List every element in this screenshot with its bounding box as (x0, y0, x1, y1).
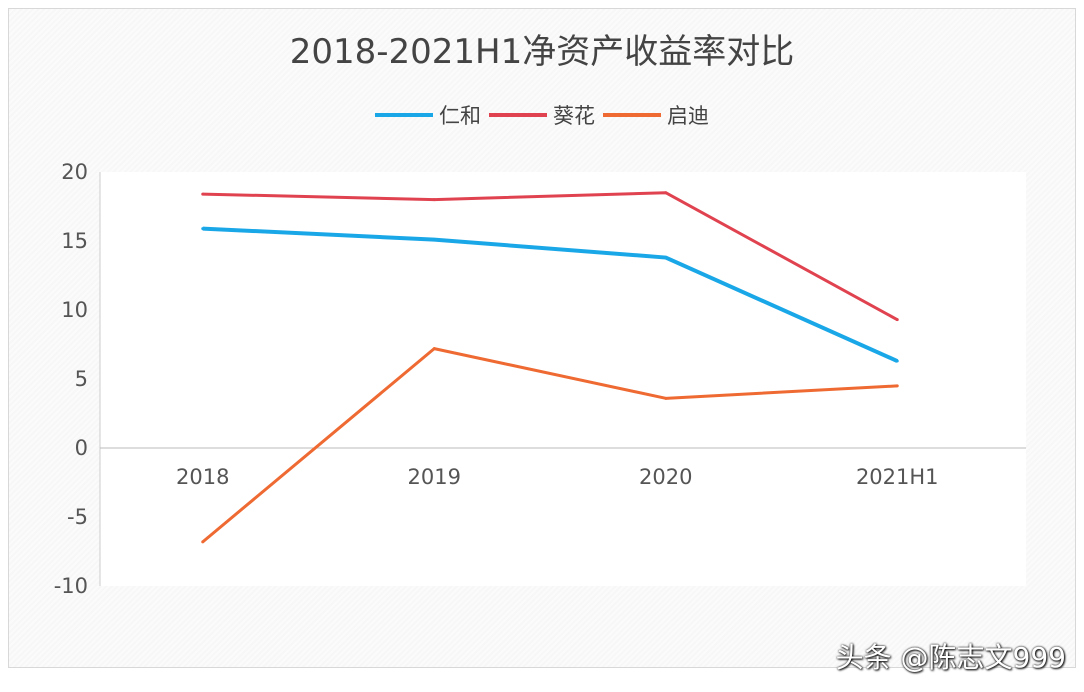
legend-item-qidi: 启迪 (603, 100, 709, 130)
y-tick-label: -10 (54, 574, 88, 598)
y-tick-label: 15 (61, 229, 88, 253)
data-point (201, 540, 205, 544)
data-point (895, 384, 899, 388)
data-point (895, 359, 899, 363)
y-tick-label: -5 (67, 505, 88, 529)
legend-item-kuihua: 葵花 (489, 100, 595, 130)
legend-swatch (603, 113, 661, 117)
legend-label: 葵花 (553, 104, 595, 128)
data-point (664, 191, 668, 195)
series-line-3 (201, 347, 898, 543)
data-point (201, 227, 205, 231)
data-point (432, 347, 436, 351)
x-tick-label: 2019 (408, 465, 461, 489)
y-tick-label: 20 (61, 160, 88, 184)
series-line-2 (202, 191, 898, 321)
data-point (432, 238, 436, 242)
legend-item-renhe: 仁和 (375, 100, 481, 130)
plot-area (100, 172, 1026, 586)
series-line-1 (202, 226, 899, 363)
watermark: 头条 @陈志文999 (835, 641, 1066, 674)
y-tick-label: 10 (61, 298, 88, 322)
legend-label: 启迪 (667, 104, 709, 128)
x-tick-label: 2018 (176, 465, 229, 489)
data-point (664, 396, 668, 400)
chart-title: 2018-2021H1净资产收益率对比 (289, 32, 795, 72)
data-point (895, 318, 899, 322)
data-point (432, 198, 436, 202)
data-point (201, 192, 205, 196)
y-tick-label: 0 (75, 436, 88, 460)
legend-swatch (375, 113, 433, 117)
x-tick-label: 2021H1 (856, 465, 939, 489)
legend-label: 仁和 (439, 104, 481, 128)
data-point (664, 256, 668, 260)
y-tick-label: 5 (75, 367, 88, 391)
x-tick-label: 2020 (639, 465, 692, 489)
legend: 仁和 葵花 启迪 (0, 100, 1084, 130)
legend-swatch (489, 113, 547, 117)
